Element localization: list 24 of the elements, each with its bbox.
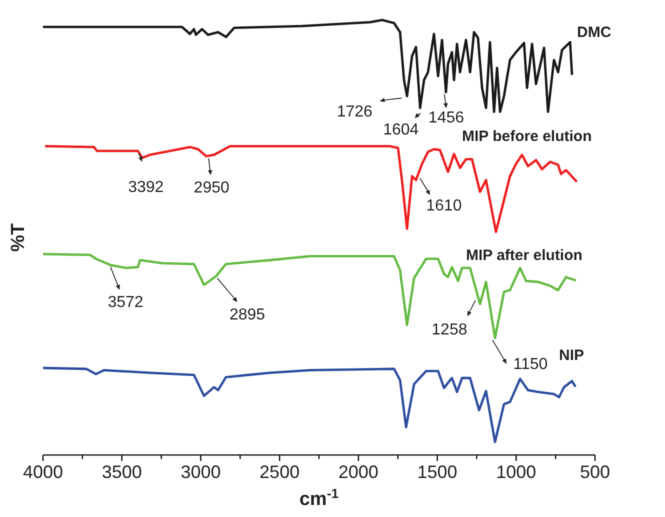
annotation: 1258 bbox=[432, 322, 468, 339]
x-tick-label: 3000 bbox=[180, 462, 221, 482]
x-tick-label: 1500 bbox=[417, 462, 458, 482]
annotation: 1610 bbox=[426, 197, 462, 214]
annotation: 1150 bbox=[513, 356, 548, 374]
x-tick-label: 2500 bbox=[260, 462, 300, 482]
series-label: NIP bbox=[559, 346, 584, 364]
annotation: 2950 bbox=[194, 179, 230, 196]
series-label: DMC bbox=[577, 24, 612, 41]
annotation: 1456 bbox=[428, 109, 464, 126]
x-tick-label: 4000 bbox=[22, 462, 64, 482]
annotation: 1604 bbox=[383, 122, 419, 139]
x-tick-label: 2000 bbox=[338, 462, 378, 482]
y-axis-title: %T bbox=[8, 222, 29, 252]
series-label: MIP before elution bbox=[462, 128, 592, 145]
annotation: 3392 bbox=[128, 179, 164, 196]
x-tick-label: 3500 bbox=[102, 462, 142, 482]
annotation: 2895 bbox=[229, 306, 266, 324]
x-axis-title: cm$^{-1}$ bbox=[299, 486, 340, 510]
series-label: MIP after elution bbox=[466, 246, 582, 264]
annotation: 1726 bbox=[336, 103, 373, 120]
x-tick-label: 1000 bbox=[496, 462, 536, 482]
annotation: 3572 bbox=[108, 294, 144, 312]
x-tick-label: 500 bbox=[580, 462, 610, 482]
